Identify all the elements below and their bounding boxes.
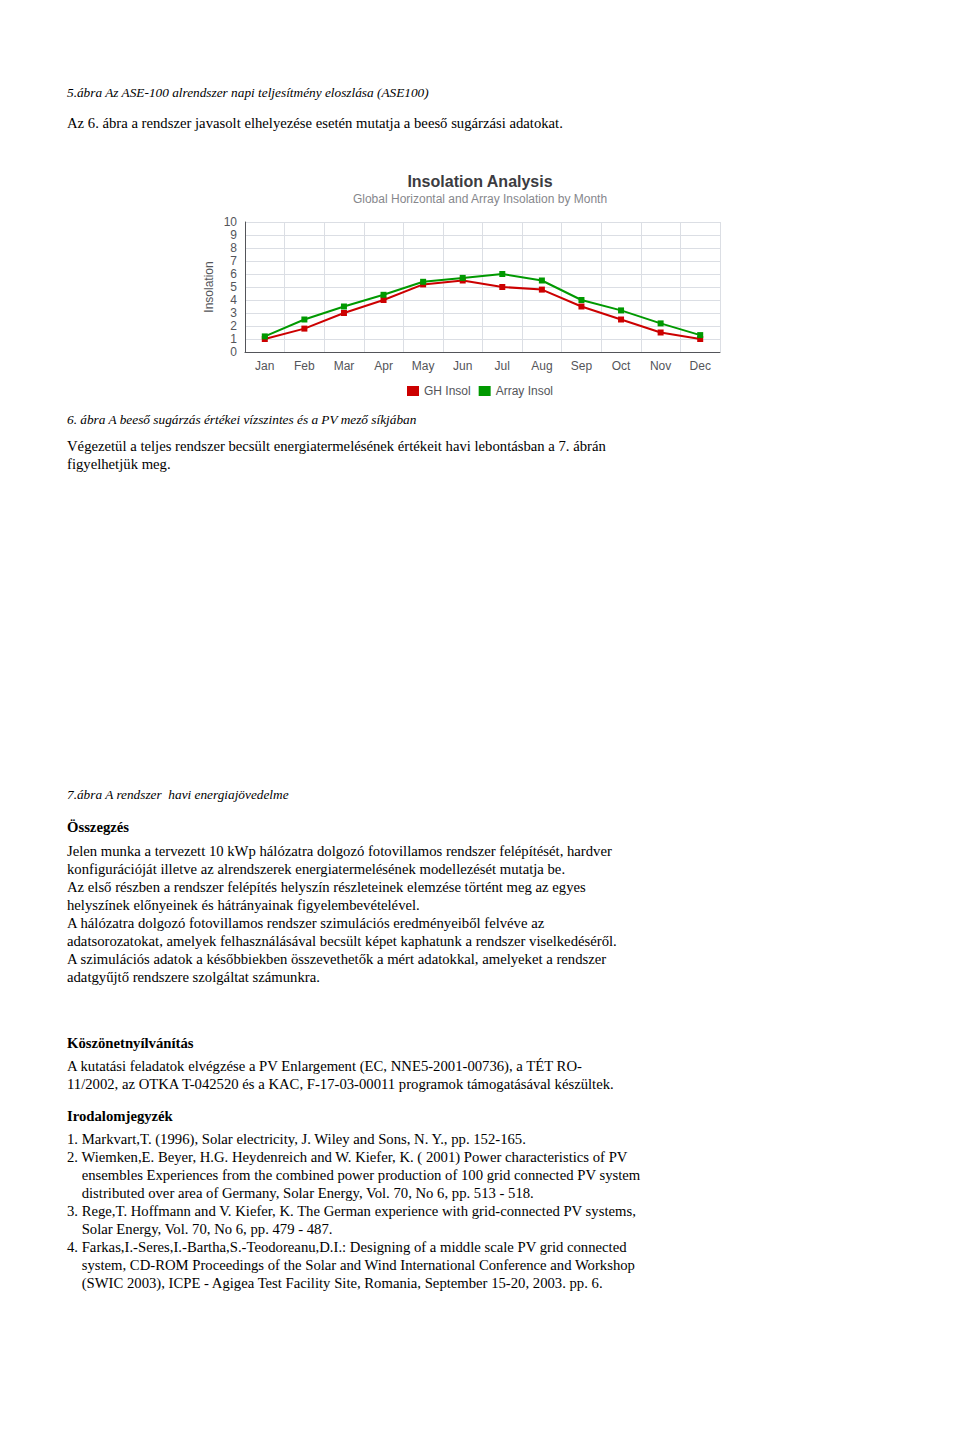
- svg-text:(SWIC 2003), ICPE - Agigea Tes: (SWIC 2003), ICPE - Agigea Test Facility…: [67, 1275, 603, 1292]
- svg-text:Irodalomjegyzék: Irodalomjegyzék: [67, 1108, 174, 1124]
- svg-text:Jelen munka a tervezett 10 kWp: Jelen munka a tervezett 10 kWp hálózatra…: [67, 843, 612, 859]
- svg-text:2. Wiemken,E. Beyer, H.G. Heyd: 2. Wiemken,E. Beyer, H.G. Heydenreich an…: [67, 1149, 628, 1166]
- svg-text:Apr: Apr: [374, 359, 393, 373]
- svg-text:Array Insol: Array Insol: [496, 384, 553, 398]
- svg-text:GH Insol: GH Insol: [424, 384, 471, 398]
- svg-text:0: 0: [230, 345, 237, 359]
- svg-text:Köszönetnyílvánítás: Köszönetnyílvánítás: [67, 1035, 194, 1051]
- svg-text:Mar: Mar: [334, 359, 355, 373]
- svg-text:7.ábra A rendszer havi energi: 7.ábra A rendszer havi energiajövedelme: [67, 787, 289, 802]
- svg-text:4. Farkas,I.-Seres,I.-Bartha,S: 4. Farkas,I.-Seres,I.-Bartha,S.-Teodorea…: [67, 1239, 627, 1255]
- svg-text:May: May: [412, 359, 435, 373]
- svg-text:Jun: Jun: [453, 359, 472, 373]
- svg-text:6. ábra A beeső sugárzás érték: 6. ábra A beeső sugárzás értékei vízszin…: [67, 412, 417, 427]
- svg-text:helyszínek előnyeinek és hátrá: helyszínek előnyeinek és hátrányainak fi…: [67, 897, 420, 913]
- svg-text:Nov: Nov: [650, 359, 671, 373]
- svg-text:Aug: Aug: [531, 359, 552, 373]
- svg-text:Jan: Jan: [255, 359, 274, 373]
- svg-text:3. Rege,T. Hoffmann and V. Kie: 3. Rege,T. Hoffmann and V. Kiefer, K. Th…: [67, 1203, 636, 1219]
- svg-text:figyelhetjük meg.: figyelhetjük meg.: [67, 456, 171, 472]
- svg-text:5.ábra Az ASE-100 alrendszer n: 5.ábra Az ASE-100 alrendszer napi teljes…: [67, 85, 429, 100]
- svg-text:4: 4: [230, 293, 237, 307]
- svg-text:Az első részben a rendszer fel: Az első részben a rendszer felépítés hel…: [67, 879, 586, 895]
- svg-text:Sep: Sep: [571, 359, 593, 373]
- svg-text:6: 6: [230, 267, 237, 281]
- svg-text:ensembles Experiences from the: ensembles Experiences from the combined …: [67, 1167, 641, 1183]
- svg-text:A szimulációs adatok a későbbi: A szimulációs adatok a későbbiekben össz…: [67, 951, 606, 967]
- svg-text:Solar Energy, Vol. 70, No 6, p: Solar Energy, Vol. 70, No 6, pp. 479 - 4…: [67, 1221, 332, 1237]
- svg-text:10: 10: [224, 215, 238, 229]
- svg-text:Global Horizontal and Array In: Global Horizontal and Array Insolation b…: [353, 192, 607, 206]
- svg-text:distributed over area of Germa: distributed over area of Germany, Solar …: [67, 1185, 534, 1201]
- svg-text:Jul: Jul: [495, 359, 510, 373]
- svg-text:Dec: Dec: [690, 359, 711, 373]
- svg-text:Oct: Oct: [612, 359, 631, 373]
- svg-text:Feb: Feb: [294, 359, 315, 373]
- svg-text:adatgyűjtő rendszere szolgálta: adatgyűjtő rendszere szolgáltat számunkr…: [67, 969, 320, 985]
- svg-text:konfigurációját illetve az alr: konfigurációját illetve az alrendszerek …: [67, 861, 565, 877]
- svg-text:A hálózatra dolgozó fotovillam: A hálózatra dolgozó fotovillamos rendsze…: [67, 915, 545, 931]
- svg-text:Insolation: Insolation: [202, 261, 216, 312]
- svg-text:adatsorozatokat, amelyek felha: adatsorozatokat, amelyek felhasználásáva…: [67, 933, 617, 949]
- svg-text:system, CD-ROM Proceedings of: system, CD-ROM Proceedings of the Solar …: [67, 1257, 635, 1273]
- svg-text:Az 6. ábra a rendszer javasolt: Az 6. ábra a rendszer javasolt elhelyezé…: [67, 115, 563, 131]
- svg-text:9: 9: [230, 228, 237, 242]
- svg-text:11/2002, az OTKA T-042520 és a: 11/2002, az OTKA T-042520 és a KAC, F-17…: [67, 1076, 614, 1092]
- svg-text:Végezetül a teljes rendszer be: Végezetül a teljes rendszer becsült ener…: [67, 438, 606, 454]
- svg-text:1: 1: [230, 332, 237, 346]
- svg-text:2: 2: [230, 319, 237, 333]
- svg-text:A kutatási feladatok elvégzése: A kutatási feladatok elvégzése a PV Enla…: [67, 1058, 582, 1075]
- svg-text:1. Markvart,T. (1996), Solar e: 1. Markvart,T. (1996), Solar electricity…: [67, 1131, 526, 1148]
- svg-text:8: 8: [230, 241, 237, 255]
- svg-text:7: 7: [230, 254, 237, 268]
- svg-text:Összegzés: Összegzés: [67, 819, 129, 835]
- svg-text:5: 5: [230, 280, 237, 294]
- svg-text:3: 3: [230, 306, 237, 320]
- svg-text:Insolation Analysis: Insolation Analysis: [407, 173, 552, 190]
